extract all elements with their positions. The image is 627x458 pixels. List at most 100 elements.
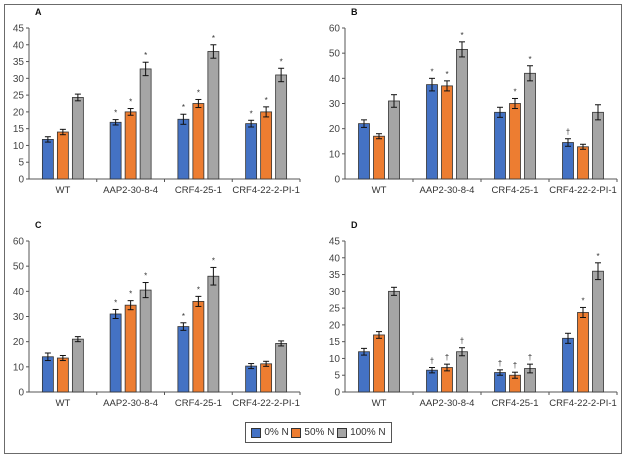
category-label-c: CRF4-25-1 — [175, 398, 222, 409]
bar-a-0-2 — [71, 97, 84, 180]
bar-a-1-0 — [109, 121, 122, 180]
bar-d-3-1 — [577, 312, 589, 393]
legend-item-100pct: 100% N — [337, 427, 386, 438]
bar-c-0-0 — [41, 356, 54, 393]
significance-marker-b: * — [445, 70, 448, 79]
y-tick-label-d: 45 — [329, 237, 341, 248]
bar-c-2-0 — [177, 326, 190, 393]
bar-b-3-0 — [562, 142, 574, 180]
y-tick-label-b: 60 — [329, 24, 341, 35]
legend-item-50pct: 50% N — [291, 427, 334, 438]
bar-b-1-1 — [441, 85, 453, 180]
bar-c-1-2 — [139, 289, 152, 393]
bar-a-2-1 — [192, 103, 205, 180]
legend-label-50pct: 50% N — [304, 427, 335, 438]
significance-marker-b: * — [528, 55, 531, 64]
bar-b-1-0 — [426, 84, 438, 180]
significance-marker-b: * — [460, 31, 463, 40]
bar-c-0-1 — [56, 357, 69, 393]
significance-marker-c: * — [144, 272, 147, 281]
y-tick-label-c: 40 — [13, 287, 25, 298]
y-tick-label-b: 0 — [334, 175, 340, 186]
significance-marker-a: * — [144, 51, 147, 60]
category-label-b: CRF4-22-2-PI-1 — [549, 185, 617, 196]
category-label-d: AAP2-30-8-4 — [420, 398, 475, 409]
bar-b-2-1 — [509, 103, 521, 180]
legend-swatch-0pct — [251, 427, 262, 438]
bar-b-0-2 — [388, 100, 400, 180]
significance-marker-d: † — [460, 337, 464, 346]
bar-a-0-0 — [41, 139, 54, 180]
y-tick-label-d: 40 — [329, 253, 341, 264]
bar-c-1-0 — [109, 313, 122, 393]
category-label-c: AAP2-30-8-4 — [103, 398, 158, 409]
y-tick-label-c: 10 — [13, 362, 25, 373]
y-tick-label-d: 5 — [334, 371, 340, 382]
significance-marker-c: * — [212, 256, 215, 265]
panel-label-b: B — [351, 7, 358, 17]
y-tick-label-b: 10 — [329, 149, 341, 160]
bar-a-1-1 — [124, 111, 137, 180]
significance-marker-d: * — [596, 252, 599, 261]
category-label-d: CRF4-22-2-PI-1 — [549, 398, 617, 409]
panel-label-a: A — [35, 7, 42, 17]
significance-marker-a: * — [280, 57, 283, 66]
legend-swatch-50pct — [291, 427, 302, 438]
y-tick-label-a: 40 — [13, 40, 25, 51]
legend-label-100pct: 100% N — [350, 427, 386, 438]
bar-a-1-2 — [139, 68, 152, 180]
y-tick-label-b: 40 — [329, 74, 341, 85]
significance-marker-b: * — [513, 87, 516, 96]
bar-c-1-1 — [124, 304, 137, 393]
category-label-d: CRF4-25-1 — [492, 398, 539, 409]
significance-marker-c: * — [182, 312, 185, 321]
legend-item-0pct: 0% N — [251, 427, 289, 438]
y-tick-label-a: 5 — [18, 158, 24, 169]
category-label-d: WT — [372, 398, 387, 409]
category-label-a: WT — [55, 185, 70, 196]
y-tick-label-a: 30 — [13, 74, 25, 85]
panel-label-c: C — [35, 220, 42, 230]
significance-marker-c: * — [197, 285, 200, 294]
significance-marker-d: * — [581, 296, 584, 305]
bar-b-3-1 — [577, 146, 589, 180]
bar-a-2-0 — [177, 118, 190, 180]
bar-c-3-2 — [275, 343, 288, 393]
bar-c-2-2 — [207, 275, 220, 393]
y-tick-label-a: 45 — [13, 24, 25, 35]
significance-marker-a: * — [114, 109, 117, 118]
significance-marker-c: * — [129, 290, 132, 299]
bar-d-1-0 — [426, 369, 438, 393]
y-tick-label-a: 20 — [13, 107, 25, 118]
y-tick-label-a: 35 — [13, 57, 25, 68]
bar-b-1-2 — [456, 48, 468, 180]
bar-c-3-1 — [260, 363, 273, 393]
bar-b-0-0 — [358, 123, 370, 180]
significance-marker-a: * — [129, 98, 132, 107]
significance-marker-d: † — [430, 357, 434, 366]
y-tick-label-d: 0 — [334, 388, 340, 399]
y-tick-label-c: 30 — [13, 312, 25, 323]
bar-c-3-0 — [245, 365, 258, 393]
bar-d-3-2 — [592, 270, 604, 393]
bar-b-3-2 — [592, 111, 604, 180]
y-tick-label-d: 25 — [329, 304, 341, 315]
bar-a-2-2 — [207, 51, 220, 180]
category-label-a: AAP2-30-8-4 — [103, 185, 158, 196]
y-tick-label-c: 20 — [13, 337, 25, 348]
y-tick-label-b: 50 — [329, 49, 341, 60]
y-tick-label-a: 0 — [18, 175, 24, 186]
y-tick-label-d: 35 — [329, 270, 341, 281]
bar-d-0-1 — [373, 334, 385, 393]
category-label-c: WT — [55, 398, 70, 409]
bar-b-2-0 — [494, 111, 506, 180]
panel-label-d: D — [351, 220, 358, 230]
y-tick-label-c: 0 — [18, 388, 24, 399]
bar-b-0-1 — [373, 135, 385, 180]
bar-d-3-0 — [562, 337, 574, 393]
bar-a-3-2 — [275, 74, 288, 180]
significance-marker-b: * — [430, 67, 433, 76]
category-label-a: CRF4-25-1 — [175, 185, 222, 196]
significance-marker-d: † — [445, 353, 449, 362]
y-tick-label-d: 15 — [329, 337, 341, 348]
